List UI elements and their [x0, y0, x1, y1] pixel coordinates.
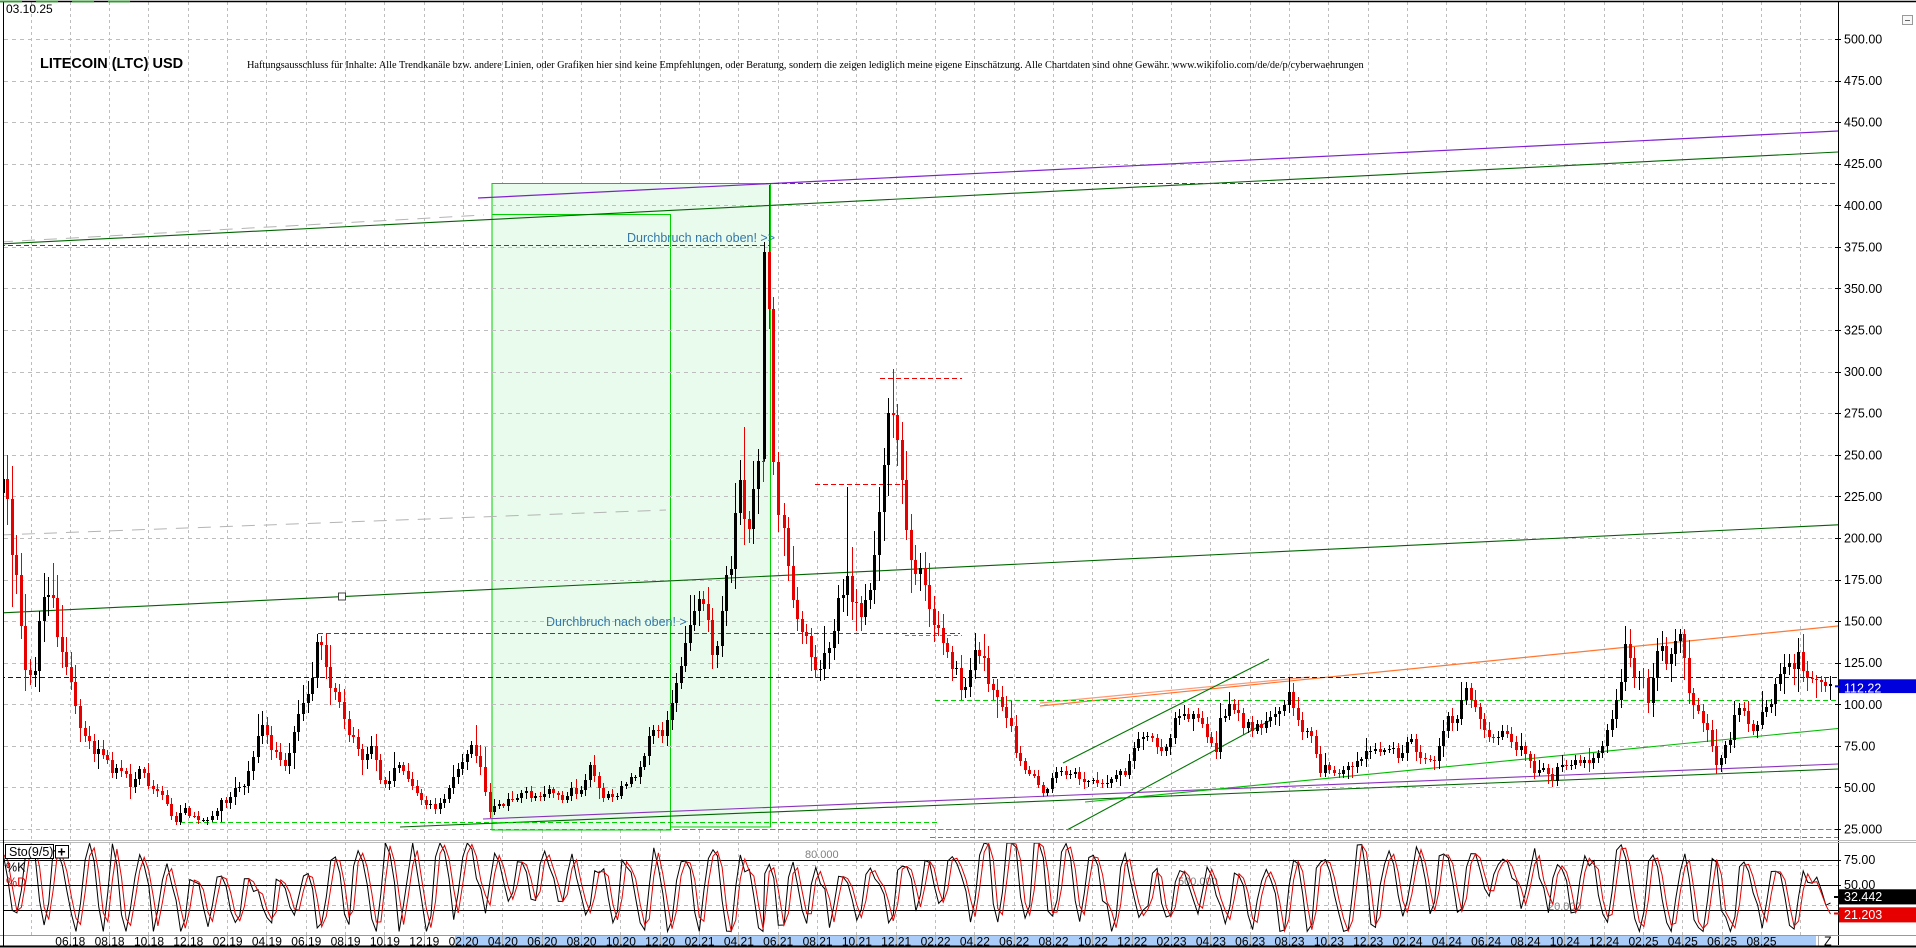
- svg-text:275.00: 275.00: [1844, 407, 1882, 421]
- svg-text:02.21: 02.21: [685, 935, 715, 948]
- svg-text:06.21: 06.21: [763, 935, 793, 948]
- svg-text:06.23: 06.23: [1235, 935, 1265, 948]
- svg-text:02.22: 02.22: [921, 935, 951, 948]
- svg-text:112.22: 112.22: [1844, 682, 1881, 696]
- svg-text:%D: %D: [6, 876, 26, 890]
- svg-text:06.18: 06.18: [55, 935, 85, 948]
- svg-text:04.24: 04.24: [1432, 935, 1462, 948]
- svg-text:08.19: 08.19: [331, 935, 361, 948]
- svg-text:Haftungsausschluss für Inhalte: Haftungsausschluss für Inhalte: Alle Tre…: [247, 60, 1364, 71]
- svg-text:LITECOIN (LTC) USD: LITECOIN (LTC) USD: [40, 56, 183, 72]
- svg-text:08.18: 08.18: [95, 935, 125, 948]
- svg-text:08.20: 08.20: [567, 935, 597, 948]
- svg-text:08.22: 08.22: [1038, 935, 1068, 948]
- svg-text:50.00: 50.00: [1844, 878, 1875, 892]
- svg-text:175.00: 175.00: [1844, 573, 1882, 587]
- svg-text:150.00: 150.00: [1844, 615, 1882, 629]
- svg-text:04.20: 04.20: [488, 935, 518, 948]
- svg-text:10.21: 10.21: [842, 935, 872, 948]
- svg-text:04.21: 04.21: [724, 935, 754, 948]
- svg-text:80.000: 80.000: [805, 849, 839, 861]
- svg-text:12.18: 12.18: [173, 935, 203, 948]
- svg-text:02.24: 02.24: [1392, 935, 1422, 948]
- svg-text:250.00: 250.00: [1844, 448, 1882, 462]
- svg-text:02.25: 02.25: [1628, 935, 1658, 948]
- svg-text:10.18: 10.18: [134, 935, 164, 948]
- svg-text:350.00: 350.00: [1844, 282, 1882, 296]
- svg-text:06.20: 06.20: [527, 935, 557, 948]
- svg-text:02.23: 02.23: [1156, 935, 1186, 948]
- svg-text:100.00: 100.00: [1844, 698, 1882, 712]
- svg-text:500.00: 500.00: [1844, 33, 1882, 47]
- svg-text:Sto(9/5): Sto(9/5): [9, 845, 53, 859]
- svg-text:+: +: [58, 844, 66, 860]
- svg-text:400.00: 400.00: [1844, 199, 1882, 213]
- svg-text:25.000: 25.000: [1844, 823, 1882, 837]
- svg-text:50.00: 50.00: [1844, 781, 1875, 795]
- svg-text:12.24: 12.24: [1589, 935, 1619, 948]
- svg-text:475.00: 475.00: [1844, 74, 1882, 88]
- svg-text:75.00: 75.00: [1844, 853, 1875, 867]
- svg-text:08.21: 08.21: [803, 935, 833, 948]
- svg-text:04.25: 04.25: [1668, 935, 1698, 948]
- svg-text:300.00: 300.00: [1844, 365, 1882, 379]
- svg-text:06.25: 06.25: [1707, 935, 1737, 948]
- svg-text:08.25: 08.25: [1746, 935, 1776, 948]
- svg-text:10.22: 10.22: [1078, 935, 1108, 948]
- svg-text:06.24: 06.24: [1471, 935, 1501, 948]
- svg-text:200.00: 200.00: [1844, 532, 1882, 546]
- svg-text:450.00: 450.00: [1844, 116, 1882, 130]
- svg-text:12.23: 12.23: [1353, 935, 1383, 948]
- svg-text:425.00: 425.00: [1844, 157, 1882, 171]
- svg-text:12.22: 12.22: [1117, 935, 1147, 948]
- svg-text:10.19: 10.19: [370, 935, 400, 948]
- svg-text:Z: Z: [1824, 935, 1832, 948]
- svg-text:225.00: 225.00: [1844, 490, 1882, 504]
- svg-text:12.20: 12.20: [645, 935, 675, 948]
- svg-text:10.20: 10.20: [606, 935, 636, 948]
- svg-text:125.00: 125.00: [1844, 656, 1882, 670]
- svg-text:375.00: 375.00: [1844, 240, 1882, 254]
- svg-text:02.19: 02.19: [213, 935, 243, 948]
- svg-text:02.20: 02.20: [449, 935, 479, 948]
- svg-text:21.203: 21.203: [1844, 908, 1882, 922]
- svg-text:12.19: 12.19: [409, 935, 439, 948]
- svg-text:04.23: 04.23: [1196, 935, 1226, 948]
- svg-text:75.00: 75.00: [1844, 739, 1875, 753]
- svg-text:12.21: 12.21: [881, 935, 911, 948]
- svg-text:03.10.25: 03.10.25: [6, 2, 53, 16]
- svg-text:06.22: 06.22: [999, 935, 1029, 948]
- svg-text:Durchbruch nach oben! >: Durchbruch nach oben! >: [546, 615, 687, 629]
- svg-text:06.19: 06.19: [291, 935, 321, 948]
- svg-text:32.442: 32.442: [1844, 890, 1882, 904]
- svg-text:08.24: 08.24: [1510, 935, 1540, 948]
- svg-text:10.24: 10.24: [1550, 935, 1580, 948]
- svg-text:08.23: 08.23: [1274, 935, 1304, 948]
- svg-text:10.23: 10.23: [1314, 935, 1344, 948]
- svg-text:325.00: 325.00: [1844, 324, 1882, 338]
- svg-text:04.19: 04.19: [252, 935, 282, 948]
- svg-text:04.22: 04.22: [960, 935, 990, 948]
- svg-text:%K: %K: [6, 861, 26, 875]
- svg-text:Durchbruch nach oben! >>: Durchbruch nach oben! >>: [627, 231, 775, 245]
